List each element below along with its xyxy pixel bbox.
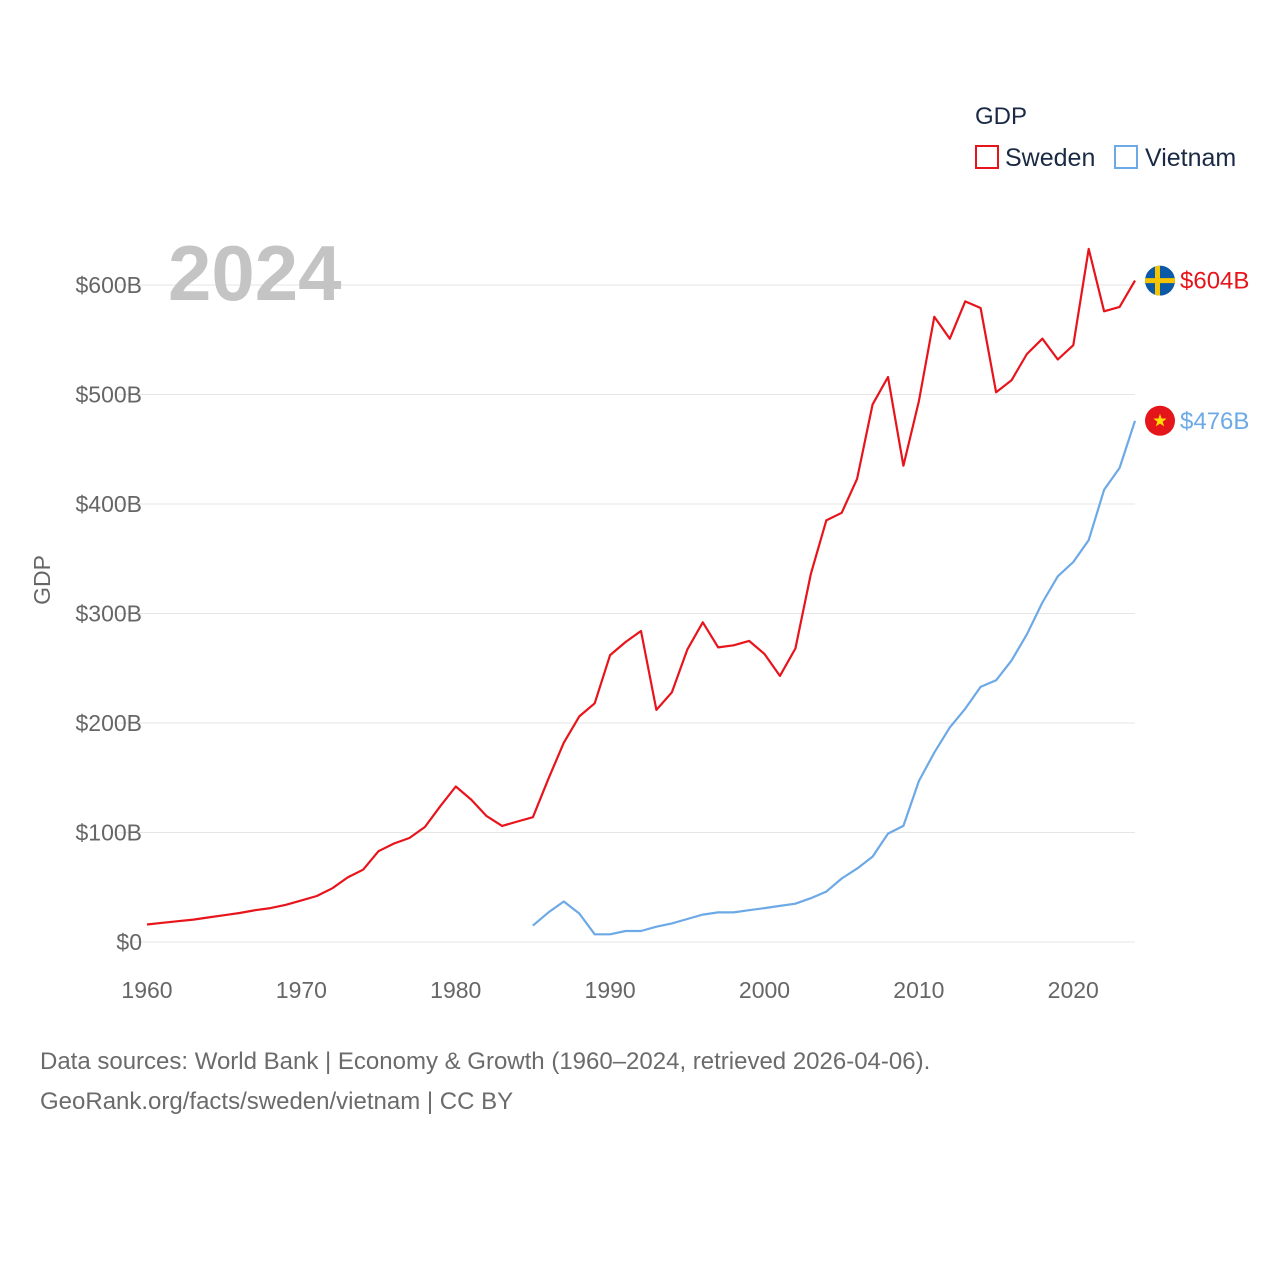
legend-label-sweden[interactable]: Sweden [1005,144,1095,172]
end-label-sweden: $604B [1180,268,1249,295]
source-footer: Data sources: World Bank | Economy & Gro… [40,1042,1240,1122]
y-tick-label: $300B [75,601,142,627]
x-tick-label: 1970 [276,977,327,1003]
y-tick-label: $400B [75,491,142,517]
series-line-sweden[interactable] [146,247,1136,926]
y-tick-label: $600B [75,272,142,298]
vietnam-flag-icon [1145,405,1175,436]
year-watermark: 2024 [168,229,342,317]
y-tick-label: $200B [75,710,142,736]
gridlines [118,284,1135,943]
x-tick-label: 2010 [893,977,944,1003]
credit-line[interactable]: GeoRank.org/facts/sweden/vietnam | CC BY [40,1088,514,1115]
sweden-flag-icon [1145,265,1175,296]
x-tick-label: 1960 [121,977,172,1003]
legend-title: GDP [975,103,1027,130]
series-line-vietnam[interactable] [532,420,1137,936]
end-markers: $604B $476B [1145,265,1249,436]
y-axis-ticks: $0 $100B $200B $300B $400B $500B $600B [75,272,142,955]
legend-swatch-sweden[interactable] [975,145,999,169]
legend-swatch-vietnam[interactable] [1114,145,1138,169]
y-axis-label: GDP [29,555,55,605]
x-tick-label: 1990 [585,977,636,1003]
x-tick-label: 2020 [1048,977,1099,1003]
y-tick-label: $100B [75,820,142,846]
x-tick-label: 1980 [430,977,481,1003]
y-tick-label: $500B [75,382,142,408]
x-tick-label: 2000 [739,977,790,1003]
legend-label-vietnam[interactable]: Vietnam [1145,144,1236,172]
y-tick-label: $0 [116,929,142,955]
series-lines [146,247,1137,936]
source-line: Data sources: World Bank | Economy & Gro… [40,1048,931,1075]
legend: GDP Sweden Vietnam [975,103,1236,172]
end-label-vietnam: $476B [1180,408,1249,435]
x-axis-ticks: 1960 1970 1980 1990 2000 2010 2020 [121,977,1098,1003]
